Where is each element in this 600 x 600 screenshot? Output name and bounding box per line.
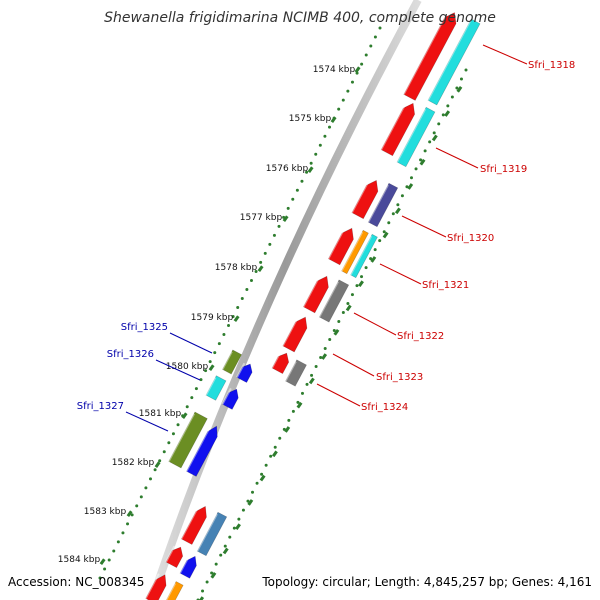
inner-tick-mark: [358, 280, 364, 288]
gene-leader-line: [353, 312, 397, 336]
kbp-tick-label: 1575 kbp: [289, 114, 332, 124]
gene-label-forward[interactable]: Sfri_1318: [528, 60, 575, 71]
gene-label-forward[interactable]: Sfri_1322: [397, 331, 444, 342]
feature-cyan-1[interactable]: [427, 18, 481, 106]
feature-cyan-2[interactable]: [396, 106, 436, 168]
kbp-tick-mark: [354, 66, 361, 74]
cds-forward-bottom-1[interactable]: [180, 504, 210, 545]
feature-olive-1[interactable]: [221, 349, 242, 375]
cds-reverse-bottom[interactable]: [179, 554, 200, 579]
ruler-dots-inner: [196, 68, 468, 600]
feature-cyan-3[interactable]: [349, 233, 378, 279]
gene-label-forward[interactable]: Sfri_1319: [480, 164, 527, 175]
ruler-dots-outer: [98, 26, 382, 580]
inner-tick-mark: [394, 207, 401, 215]
feature-gray-2[interactable]: [284, 359, 307, 387]
kbp-tick-mark: [208, 364, 215, 372]
feature-gray-1[interactable]: [318, 279, 350, 323]
kbp-tick-label: 1583 kbp: [84, 507, 127, 517]
map-title: Shewanella frigidimarina NCIMB 400, comp…: [104, 10, 496, 26]
kbp-tick-mark: [307, 166, 314, 174]
cds-reverse-sfri-1327[interactable]: [185, 424, 221, 477]
gene-label-forward[interactable]: Sfri_1323: [376, 372, 423, 383]
gene-leader-line: [379, 263, 422, 285]
inner-tick-mark: [333, 328, 340, 336]
gene-label-forward[interactable]: Sfri_1324: [361, 402, 408, 413]
inner-tick-mark: [235, 523, 241, 531]
cds-forward-sfri-1323[interactable]: [281, 314, 311, 353]
genome-backbone: [148, 0, 422, 600]
kbp-tick-label: 1577 kbp: [240, 213, 283, 223]
inner-tick-mark: [345, 304, 352, 312]
inner-tick-mark: [444, 110, 451, 117]
cds-forward-sfri-1319[interactable]: [380, 100, 419, 157]
kbp-tick-label: 1581 kbp: [139, 409, 182, 419]
inner-tick-mark: [210, 571, 217, 579]
kbp-tick-label: 1584 kbp: [58, 555, 101, 565]
gene-label-forward[interactable]: Sfri_1320: [447, 233, 494, 244]
gene-leader-line: [316, 383, 361, 407]
kbp-tick-mark: [154, 461, 161, 469]
gene-leader-line: [401, 215, 447, 238]
gene-label-layer: Sfri_1318 Sfri_1319 Sfri_1320 Sfri_1321 Sfri…: [77, 44, 575, 432]
feature-orange[interactable]: [340, 229, 369, 275]
cds-forward-sfri-1320[interactable]: [350, 177, 382, 220]
inner-tick-mark: [247, 499, 254, 506]
kbp-tick-mark: [282, 215, 289, 223]
accession-text: Accession: NC_008345: [8, 575, 144, 589]
inner-tick-mark: [431, 134, 438, 142]
inner-tick-mark: [456, 85, 463, 93]
kbp-tick-mark: [233, 315, 240, 323]
gene-label-reverse[interactable]: Sfri_1327: [77, 401, 124, 412]
inner-tick-mark: [259, 474, 266, 482]
kbp-tick-mark: [330, 116, 337, 124]
feature-slate[interactable]: [367, 182, 399, 228]
inner-tick-mark: [407, 183, 414, 190]
feature-steel[interactable]: [196, 511, 228, 557]
gene-leader-line: [125, 411, 169, 432]
gene-leader-line: [155, 359, 201, 381]
kbp-tick-label: 1574 kbp: [313, 65, 356, 75]
feature-orange-2[interactable]: [163, 581, 184, 600]
kbp-tick-mark: [257, 265, 264, 273]
gene-leader-line: [482, 44, 528, 65]
inner-tick-mark: [284, 426, 291, 433]
gene-leader-line: [169, 332, 213, 354]
feature-olive-2[interactable]: [167, 411, 208, 469]
cds-forward-bottom-3[interactable]: [144, 572, 171, 600]
cds-forward-sfri-1324[interactable]: [271, 350, 292, 375]
inner-tick-mark: [419, 158, 426, 166]
feature-cyan-4[interactable]: [205, 375, 227, 401]
cds-forward-sfri-1318[interactable]: [402, 10, 461, 101]
inner-tick-mark: [321, 353, 328, 360]
kbp-tick-mark: [126, 510, 133, 518]
inner-tick-mark: [222, 547, 229, 555]
cds-forward-sfri-1322[interactable]: [302, 273, 332, 314]
gene-feature-track: [144, 10, 481, 600]
kbp-tick-label: 1579 kbp: [191, 313, 234, 323]
cds-reverse-sfri-1326[interactable]: [221, 387, 241, 410]
gene-label-reverse[interactable]: Sfri_1326: [107, 349, 154, 360]
gene-leader-line: [435, 147, 479, 169]
inner-tick-mark: [382, 231, 389, 239]
inner-tick-mark: [370, 256, 377, 263]
topology-summary: Topology: circular; Length: 4,845,257 bp…: [261, 575, 592, 589]
kbp-tick-mark: [99, 558, 106, 566]
gene-label-reverse[interactable]: Sfri_1325: [121, 322, 168, 333]
cds-forward-sfri-1321[interactable]: [327, 225, 357, 266]
kbp-tick-label: 1576 kbp: [266, 164, 309, 174]
kbp-tick-label: 1578 kbp: [215, 263, 258, 273]
gene-label-forward[interactable]: Sfri_1321: [422, 280, 469, 291]
cds-reverse-sfri-1325[interactable]: [236, 361, 255, 383]
inner-tick-mark: [308, 377, 315, 385]
cds-forward-bottom-2[interactable]: [165, 544, 186, 569]
kbp-tick-label: 1580 kbp: [166, 362, 209, 372]
inner-tick-mark: [271, 450, 278, 458]
inner-tick-mark: [296, 401, 303, 409]
kbp-tick-mark: [181, 412, 188, 420]
gene-leader-line: [332, 353, 375, 377]
kbp-tick-label: 1582 kbp: [112, 458, 155, 468]
kbp-ruler: 1574 kbp 1575 kbp 1576 kbp 1577 kbp 1578 kbp…: [58, 26, 468, 600]
